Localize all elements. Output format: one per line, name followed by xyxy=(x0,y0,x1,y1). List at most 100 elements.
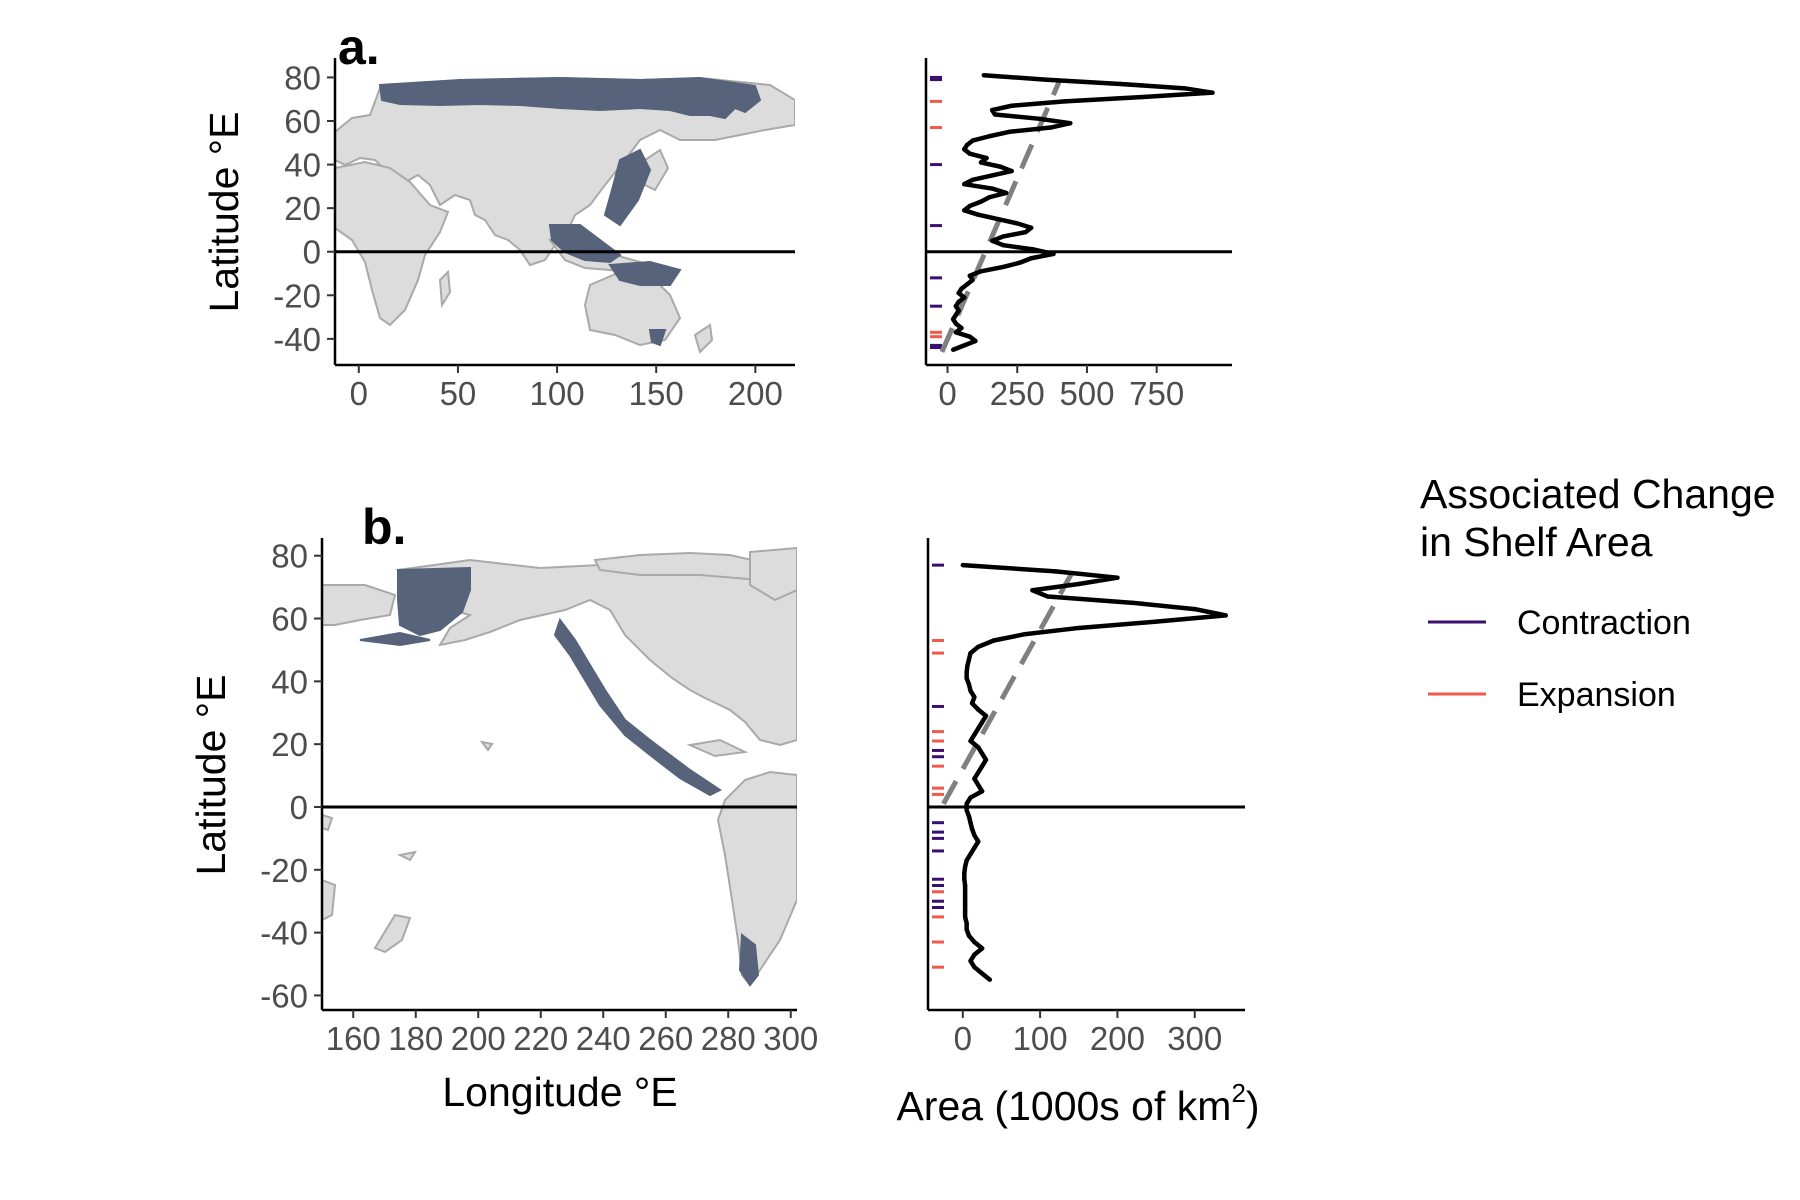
panel-a-profile-profile-point-18 xyxy=(967,151,973,156)
map-a-geography xyxy=(335,76,795,354)
panel-b-profile-profile-point-2 xyxy=(1115,575,1120,580)
shelf-sunda xyxy=(548,224,622,264)
panel-a-profile-profile-point-48 xyxy=(964,282,970,287)
legend-title-line1: Associated Change xyxy=(1420,471,1776,517)
panel-b-profile-profile-point-15 xyxy=(966,657,972,662)
panel-a-profile-profile-point-49 xyxy=(959,286,964,291)
panel-b-profile-profile-point-65 xyxy=(979,971,985,976)
area-axis-title: Area (1000s of km2) xyxy=(896,1078,1259,1129)
panel-a-profile-profile-point-15 xyxy=(970,138,975,143)
panel-a-profile-profile-point-51 xyxy=(962,295,967,300)
panel-a-y-axis-title: Latitude °E xyxy=(201,111,247,312)
panel-a-profile-profile-point-34 xyxy=(1015,221,1020,226)
legend-title-line2: in Shelf Area xyxy=(1420,519,1653,565)
panel-a-profile-profile-point-30 xyxy=(967,203,973,209)
panel-b-profile-profile-point-45 xyxy=(972,845,977,851)
panel-b-profile-profile-point-66 xyxy=(987,977,993,982)
panel-b-profile-profile-point-16 xyxy=(965,663,970,668)
panel-a-profile-profile-point-29 xyxy=(978,199,984,204)
panel-a-profile-profile-point-33 xyxy=(995,216,1000,222)
panel-b-profile xyxy=(932,562,1228,982)
legend-label-expansion: Expansion xyxy=(1517,676,1676,714)
panel-b-profile-profile-point-25 xyxy=(979,719,985,725)
panel-a-profile-profile-point-60 xyxy=(967,334,973,339)
panel-a-profile-profile-point-42 xyxy=(1028,256,1034,261)
panel-a-profile-profile-point-31 xyxy=(962,208,967,213)
panel-b-profile-profile-point-43 xyxy=(972,833,977,838)
panel-b-profile-profile-point-47 xyxy=(964,858,969,863)
panel-b-profile-profile-point-31 xyxy=(983,757,989,763)
shelf-west-coast xyxy=(553,617,722,797)
panel-a-profile-profile-point-45 xyxy=(978,269,984,274)
panel-a-profile-profile-point-2 xyxy=(1118,81,1123,87)
panel-b-map-x-tick-label-2: 200 xyxy=(451,1020,506,1057)
panel-b-profile-profile-point-48 xyxy=(962,864,968,869)
panel-b-profile-profile-point-57 xyxy=(964,920,969,926)
land-fiji xyxy=(396,850,418,862)
panel-b-y-axis-title: Latitude °E xyxy=(188,674,234,875)
panel-b-profile-profile-point-9 xyxy=(1153,619,1159,624)
panel-b-map-x-tick-label-7: 300 xyxy=(763,1020,818,1057)
panel-b-profile-profile-point-14 xyxy=(968,650,973,656)
panel-b-profile-profile-point-26 xyxy=(976,726,981,731)
panel-a-profile-profile-point-4 xyxy=(1210,90,1215,95)
panel-a-profile-x-tick-label-3: 750 xyxy=(1129,375,1184,412)
legend-label-contraction: Contraction xyxy=(1517,604,1691,642)
panel-b-map-x-tick-label-1: 180 xyxy=(388,1020,443,1057)
panel-b-map-y-tick-label-3: 20 xyxy=(271,726,308,763)
panel-a-profile-profile-point-63 xyxy=(950,347,956,352)
legend: Associated Change in Shelf Area Contract… xyxy=(1420,471,1776,714)
panel-b-map-x-tick-label-5: 260 xyxy=(638,1020,693,1057)
panel-a-profile xyxy=(930,73,1215,353)
panel-b-profile-profile-point-36 xyxy=(979,789,985,794)
panel-b-map-y-tick-label-6: -40 xyxy=(260,915,308,952)
panel-b-profile-profile-point-46 xyxy=(968,851,973,857)
panel-a-map-y-tick-label-2: 40 xyxy=(284,147,321,184)
panel-b-profile-profile-point-39 xyxy=(964,807,969,813)
land-hawaii xyxy=(479,740,494,752)
panel-a-profile-x-tick-label-1: 250 xyxy=(990,375,1045,412)
panel-a-profile-profile-point-46 xyxy=(967,273,973,278)
panel-a-profile-profile-point-19 xyxy=(984,155,989,161)
panel-a-profile-profile-point-0 xyxy=(981,73,986,78)
panel-b-map-x-tick-label-6: 280 xyxy=(701,1020,756,1057)
panel-a-profile-profile-point-47 xyxy=(970,277,975,283)
panel-a-profile-profile-point-23 xyxy=(989,173,995,178)
panel-b-profile-profile-point-42 xyxy=(969,826,975,832)
panel-b-profile-profile-point-34 xyxy=(972,776,977,781)
panel-a-map-y-tick-label-3: 20 xyxy=(284,190,321,227)
panel-a-profile-profile-point-8 xyxy=(989,107,995,113)
panel-a-map-y-tick-label-6: -40 xyxy=(273,321,321,358)
panel-b-profile-profile-point-5 xyxy=(1045,594,1051,599)
panel-b-profile-profile-point-53 xyxy=(962,895,968,901)
panel-b-profile-profile-point-58 xyxy=(964,927,969,932)
panel-b-profile-profile-point-30 xyxy=(979,751,985,756)
panel-b-profile-profile-point-55 xyxy=(962,908,968,913)
panel-a-profile-profile-point-62 xyxy=(962,343,967,348)
panel-a-profile-profile-point-6 xyxy=(1062,99,1067,104)
panel-a-profile-profile-point-43 xyxy=(1017,260,1023,265)
panel-b-profile-profile-point-40 xyxy=(966,814,972,819)
panel-a-map-x-tick-label-4: 200 xyxy=(728,375,783,412)
panel-b-profile-profile-point-18 xyxy=(964,676,969,681)
panel-a-profile-profile-point-59 xyxy=(953,330,959,335)
panel-b-profile-x-tick-label-0: 0 xyxy=(954,1020,972,1057)
area-axis-title-end: ) xyxy=(1246,1083,1260,1129)
land-pacific-islands xyxy=(322,813,334,832)
land-south-america xyxy=(716,770,797,987)
panel-b-profile-profile-point-4 xyxy=(1030,588,1035,593)
panel-b-profile-profile-point-32 xyxy=(979,763,985,769)
panel-a-profile-profile-point-37 xyxy=(1001,234,1006,239)
panel-b-map-y-tick-label-0: 80 xyxy=(271,538,308,575)
land-new-zealand xyxy=(693,323,714,354)
panel-b-profile-x-tick-label-3: 300 xyxy=(1167,1020,1222,1057)
shelf-bering xyxy=(397,566,471,637)
panel-a-profile-profile-point-26 xyxy=(989,186,995,191)
panel-b-profile-profile-point-21 xyxy=(972,694,977,700)
panel-a-profile-profile-point-20 xyxy=(978,160,984,165)
panel-b-profile-profile-point-24 xyxy=(983,713,989,719)
panel-a-profile-profile-point-5 xyxy=(1140,94,1145,100)
panel-a-map xyxy=(335,76,795,354)
panel-b-profile-profile-point-35 xyxy=(976,782,981,788)
